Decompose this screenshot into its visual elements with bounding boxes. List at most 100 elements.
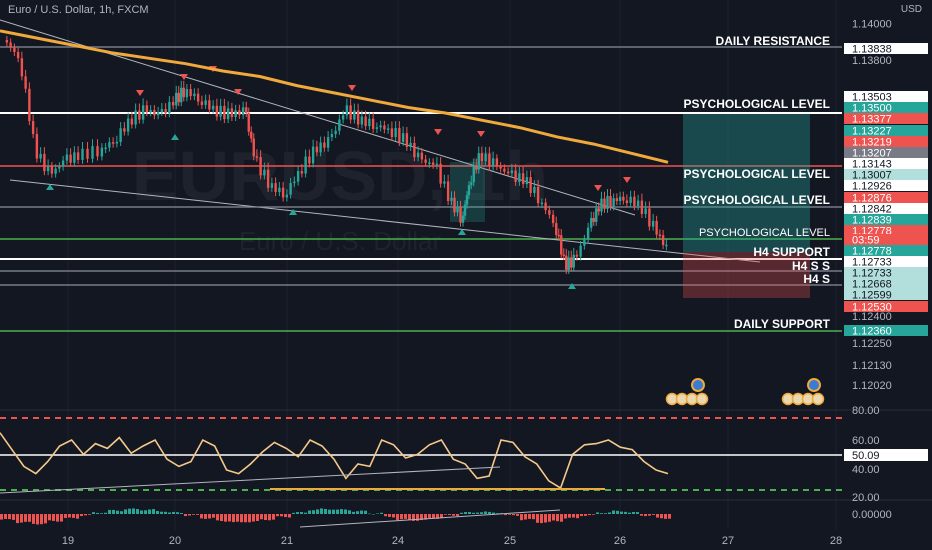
candle-body bbox=[463, 204, 467, 216]
macd-bar bbox=[128, 508, 131, 514]
macd-bar bbox=[320, 508, 323, 514]
candle-body bbox=[644, 208, 647, 215]
price-tag bbox=[844, 125, 928, 136]
candle-body bbox=[230, 108, 234, 118]
candle-body bbox=[446, 181, 450, 201]
candle-body bbox=[250, 131, 253, 139]
price-tag-label: 1.13838 bbox=[852, 44, 892, 56]
candle-body bbox=[330, 134, 334, 138]
macd-bar bbox=[92, 512, 95, 514]
candle-body bbox=[491, 158, 495, 167]
macd-bar bbox=[292, 512, 295, 514]
candle-body bbox=[211, 105, 215, 110]
macd-bar bbox=[640, 514, 643, 516]
candle-body bbox=[495, 158, 499, 167]
macd-bar bbox=[608, 512, 611, 514]
macd-bar bbox=[360, 510, 363, 514]
candle-body bbox=[470, 182, 473, 186]
candle-body bbox=[115, 141, 119, 144]
candle-body bbox=[428, 162, 431, 164]
price-tag bbox=[844, 214, 928, 225]
position-loss-zone bbox=[683, 252, 810, 298]
candle-body bbox=[540, 202, 544, 205]
macd-bar bbox=[240, 514, 243, 523]
macd-bar bbox=[48, 514, 51, 521]
candle-body bbox=[91, 146, 94, 159]
candle-body bbox=[182, 87, 185, 98]
price-tag-label: 1.12926 bbox=[852, 181, 892, 193]
candle-body bbox=[368, 118, 371, 127]
candle-body bbox=[609, 196, 612, 207]
candle-body bbox=[583, 239, 586, 246]
macd-bar bbox=[388, 514, 391, 517]
candle-body bbox=[386, 128, 390, 130]
macd-bar bbox=[300, 511, 303, 514]
macd-bar bbox=[492, 512, 495, 514]
macd-bar bbox=[376, 513, 379, 515]
candle-body bbox=[86, 148, 89, 159]
macd-bar bbox=[588, 514, 591, 516]
macd-bar bbox=[52, 514, 55, 521]
candle-body bbox=[521, 173, 525, 185]
level-label: H4 S S bbox=[792, 259, 830, 273]
price-tag-label: 1.12733 bbox=[852, 257, 892, 269]
candle-body bbox=[665, 244, 668, 247]
candle-body bbox=[111, 142, 115, 144]
price-tag-label: 1.13227 bbox=[852, 126, 892, 138]
candle-body bbox=[600, 198, 603, 212]
macd-bar bbox=[504, 514, 507, 516]
macd-bar bbox=[192, 514, 195, 515]
price-tag bbox=[844, 43, 928, 54]
macd-bar bbox=[180, 512, 183, 514]
level-label: H4 S bbox=[803, 272, 830, 286]
candle-body bbox=[289, 183, 292, 195]
candle-body bbox=[46, 166, 50, 172]
candle-body bbox=[255, 156, 259, 158]
macd-bar bbox=[76, 514, 79, 519]
price-tag-label: 1.12530 bbox=[852, 302, 892, 314]
macd-bar bbox=[268, 514, 271, 521]
candle-body bbox=[420, 152, 424, 160]
price-tag bbox=[844, 301, 928, 312]
candle-body bbox=[65, 154, 69, 161]
price-tag bbox=[844, 102, 928, 113]
candle-body bbox=[189, 89, 192, 97]
macd-bar bbox=[276, 514, 279, 517]
candle-body bbox=[241, 107, 245, 115]
candle-body bbox=[390, 128, 394, 138]
candle-body bbox=[431, 162, 435, 165]
macd-bar bbox=[584, 514, 587, 516]
candle-body bbox=[506, 171, 510, 174]
candle-body bbox=[651, 220, 655, 227]
price-tag bbox=[844, 234, 928, 245]
candle-body bbox=[175, 92, 178, 106]
candle-body bbox=[238, 110, 241, 115]
candle-body bbox=[16, 52, 20, 59]
macd-bar bbox=[200, 514, 203, 519]
pivot-high-marker bbox=[434, 129, 442, 135]
price-tag bbox=[844, 278, 928, 289]
price-tag-label: 1.12839 bbox=[852, 215, 892, 227]
macd-bar bbox=[64, 514, 67, 518]
macd-bar bbox=[468, 512, 471, 514]
macd-bar bbox=[148, 509, 151, 514]
candle-body bbox=[300, 171, 304, 174]
macd-bar bbox=[448, 514, 451, 515]
macd-bar bbox=[556, 514, 559, 522]
macd-bar bbox=[212, 514, 215, 518]
macd-bar bbox=[652, 514, 655, 515]
macd-bar bbox=[156, 510, 159, 514]
macd-bar bbox=[664, 514, 667, 519]
time-tick-label: 26 bbox=[614, 535, 626, 547]
macd-bar bbox=[132, 508, 135, 514]
macd-bar bbox=[100, 513, 103, 514]
candle-body bbox=[24, 76, 27, 89]
macd-bar bbox=[80, 514, 83, 517]
macd-bar bbox=[140, 510, 143, 514]
candle-body bbox=[555, 223, 558, 235]
rsi-current-tag bbox=[844, 449, 928, 461]
candle-body bbox=[274, 183, 277, 193]
candle-body bbox=[658, 234, 662, 237]
